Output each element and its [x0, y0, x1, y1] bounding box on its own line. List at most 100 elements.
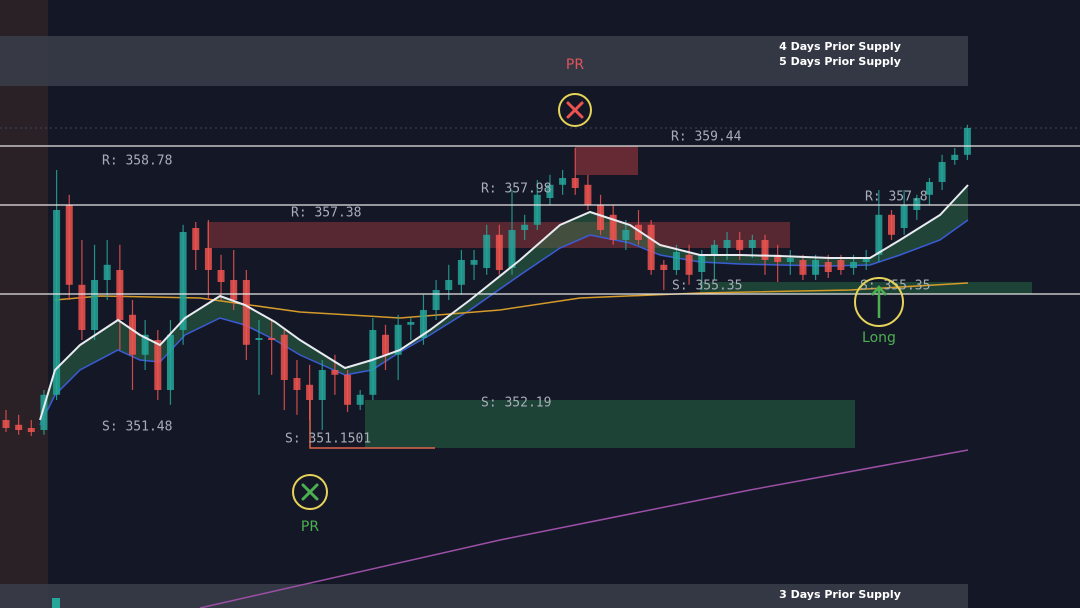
candle-body [242, 280, 250, 345]
candle-body [559, 178, 567, 185]
long-signal-icon [854, 277, 904, 327]
candles [2, 124, 971, 436]
resistance-label: R: 357.98 [481, 182, 551, 197]
candle-body [609, 214, 617, 240]
candle-body [116, 270, 124, 320]
long-label: Long [862, 330, 896, 346]
candle-body [698, 254, 706, 272]
candle-body [2, 420, 10, 428]
candle-body [597, 204, 605, 230]
moving-average-long [199, 449, 969, 608]
support-label: S: 351.48 [102, 420, 172, 435]
candle-body [318, 370, 326, 400]
supply-label: 5 Days Prior Supply [779, 55, 901, 68]
candle-body [331, 370, 339, 375]
candle-body [799, 260, 807, 275]
candle-body [483, 234, 491, 268]
candle-body [230, 280, 238, 300]
candle-body [394, 324, 402, 355]
volume-bar-stub [52, 598, 60, 608]
candle-body [344, 374, 352, 405]
candle-body [938, 162, 946, 182]
candle-body [862, 258, 870, 262]
candle-body [192, 228, 200, 250]
candle-body [306, 384, 314, 400]
candle-body [824, 262, 832, 272]
ema-fast [39, 184, 969, 421]
ema-ribbon [40, 185, 968, 425]
candle-body [470, 260, 478, 265]
candle-body [419, 310, 427, 338]
candle-body [179, 232, 187, 330]
candle-body [710, 244, 718, 255]
candle-body [774, 254, 782, 262]
candle-body [723, 240, 731, 248]
candle-body [382, 334, 389, 355]
candle-body [508, 230, 516, 268]
candle-body [736, 240, 744, 250]
candle-body [432, 290, 440, 310]
pivot-icon [292, 474, 328, 510]
resistance-label: R: 359.44 [671, 130, 742, 145]
candle-body [141, 334, 149, 355]
candle-body [103, 264, 111, 280]
supply-label: 4 Days Prior Supply [779, 40, 901, 53]
pr-label: PR [301, 519, 319, 535]
candle-body [293, 378, 301, 390]
support-label: S: 355.35 [860, 279, 930, 294]
candle-body [812, 260, 820, 275]
candle-body [900, 204, 908, 228]
candle-body [622, 230, 630, 240]
session-shade [0, 0, 48, 608]
support-label: S: 352.19 [481, 396, 551, 411]
candle-body [217, 270, 225, 282]
candle-body [445, 280, 453, 290]
candle-body [888, 214, 895, 235]
pivot-icon [558, 93, 592, 127]
candle-body [129, 314, 136, 355]
candle-body [875, 214, 883, 255]
candle-body [533, 194, 541, 225]
candle-body [913, 198, 921, 210]
candle-body [255, 338, 263, 340]
supply-band [0, 584, 968, 608]
candle-body [40, 394, 48, 430]
candle-body [280, 334, 288, 380]
candle-body [356, 394, 364, 405]
candle-body [571, 178, 579, 188]
candle-body [53, 210, 61, 395]
candle-body [647, 224, 655, 270]
supply-zone [575, 146, 638, 175]
candle-body [837, 260, 845, 270]
candle-body [15, 424, 23, 430]
candle-body [204, 248, 212, 270]
resistance-label: R: 357.8 [865, 190, 928, 205]
resistance-label: R: 358.78 [102, 154, 172, 169]
candle-body [685, 254, 693, 275]
candle-body [457, 260, 465, 285]
candle-body [495, 234, 503, 270]
candle-body [27, 428, 35, 432]
candle-body [761, 240, 769, 260]
candle-body [521, 224, 529, 230]
support-label: S: 351.1501 [285, 432, 371, 447]
candle-body [951, 154, 959, 160]
candle-body [584, 184, 592, 205]
candle-body [65, 204, 73, 285]
support-label: S: 355.35 [672, 279, 742, 294]
candle-body [925, 182, 933, 195]
candle-body [660, 264, 668, 270]
supply-label: 3 Days Prior Supply [779, 588, 901, 601]
candle-body [369, 330, 377, 395]
supply-band [0, 36, 968, 86]
candle-body [546, 184, 554, 198]
candle-body [91, 280, 99, 330]
candle-body [786, 258, 794, 262]
candle-body [672, 252, 680, 270]
candle-body [635, 224, 642, 240]
pr-label: PR [566, 57, 584, 73]
candle-body [963, 128, 971, 155]
candle-body [78, 284, 86, 330]
candle-body [407, 322, 415, 325]
